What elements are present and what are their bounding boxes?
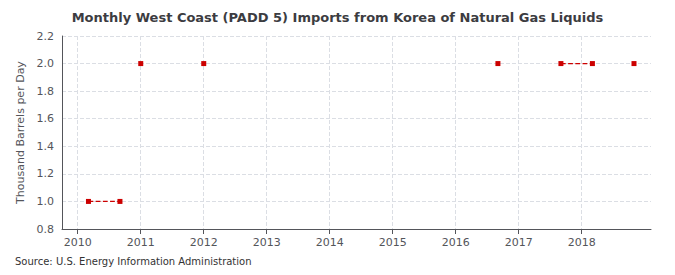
svg-text:2013: 2013 (253, 236, 281, 249)
svg-text:2015: 2015 (379, 236, 407, 249)
svg-text:2012: 2012 (190, 236, 218, 249)
svg-text:2018: 2018 (568, 236, 596, 249)
svg-text:Thousand Barrels per Day: Thousand Barrels per Day (14, 61, 27, 205)
svg-text:2.2: 2.2 (37, 30, 55, 43)
svg-text:Monthly West Coast (PADD 5) Im: Monthly West Coast (PADD 5) Imports from… (72, 10, 604, 25)
svg-text:0.8: 0.8 (37, 223, 55, 236)
svg-text:2010: 2010 (64, 236, 92, 249)
svg-text:2016: 2016 (442, 236, 470, 249)
svg-text:2011: 2011 (127, 236, 155, 249)
svg-text:2014: 2014 (316, 236, 344, 249)
svg-text:Source: U.S. Energy Informatio: Source: U.S. Energy Information Administ… (15, 256, 252, 267)
svg-text:1.8: 1.8 (37, 85, 55, 98)
svg-text:1.0: 1.0 (37, 195, 55, 208)
svg-text:2017: 2017 (505, 236, 533, 249)
svg-text:1.2: 1.2 (37, 167, 55, 180)
svg-text:1.4: 1.4 (37, 140, 55, 153)
svg-text:2.0: 2.0 (37, 57, 55, 70)
svg-text:1.6: 1.6 (37, 112, 55, 125)
